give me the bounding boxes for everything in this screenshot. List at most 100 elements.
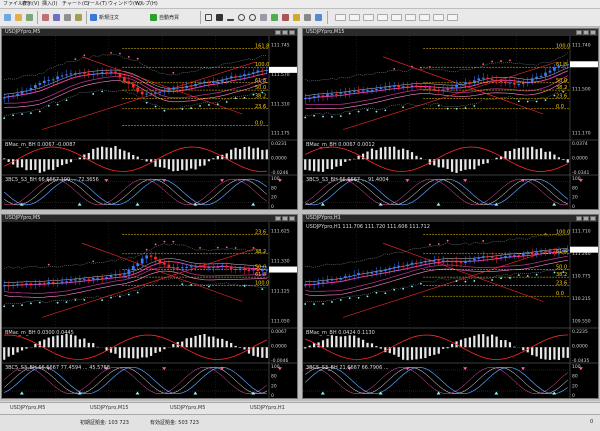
sar-dot <box>376 292 378 294</box>
candle <box>225 78 228 79</box>
toolbar-separator <box>200 11 201 24</box>
fibonacci-level-label: 23.6 <box>556 281 567 287</box>
histogram-bar <box>25 159 27 170</box>
templates-button[interactable] <box>315 13 322 22</box>
tile-icon <box>260 14 267 21</box>
auto-trade-button[interactable]: 自動売買 <box>150 13 179 22</box>
timeframe-button[interactable] <box>335 13 346 22</box>
close-icon[interactable] <box>289 30 295 35</box>
minimize-icon[interactable] <box>275 216 281 221</box>
fibonacci-level-label: 0.0 <box>556 104 564 110</box>
chart-shift-icon <box>282 14 289 21</box>
candle <box>535 77 538 78</box>
profiles-button[interactable] <box>26 13 33 22</box>
line-chart-button[interactable] <box>227 13 234 22</box>
periods-button[interactable] <box>304 13 311 22</box>
timeframe-icon <box>405 14 416 21</box>
candle <box>141 92 144 95</box>
candle <box>25 90 28 91</box>
profiles-icon <box>26 14 33 21</box>
chart-tab[interactable]: USDJPYpro,M5 <box>10 404 45 413</box>
candle <box>411 85 414 86</box>
new-order-button[interactable]: 新規注文 <box>90 13 119 22</box>
maximize-icon[interactable] <box>282 30 288 35</box>
histogram-bar <box>3 347 5 359</box>
tile-windows-button[interactable] <box>260 13 267 22</box>
histogram-bar <box>65 159 67 164</box>
candlestick-button[interactable] <box>216 13 223 22</box>
strategy-tester-button[interactable] <box>75 13 82 22</box>
indicators-button[interactable] <box>293 13 300 22</box>
close-icon[interactable] <box>289 216 295 221</box>
candle <box>234 269 237 270</box>
candle <box>145 94 148 95</box>
chart-tab[interactable]: USDJPYpro,H1 <box>250 404 285 413</box>
timeframe-button[interactable] <box>349 13 360 22</box>
menu-item[interactable]: ヘルプ(H) <box>135 0 158 8</box>
histogram-bar <box>208 337 210 348</box>
auto-trade-icon <box>150 14 157 21</box>
timeframe-button[interactable] <box>433 13 444 22</box>
maximize-icon[interactable] <box>282 216 288 221</box>
bollinger-lower-line <box>4 279 267 305</box>
open-button[interactable] <box>15 13 22 22</box>
histogram-bar <box>221 339 223 347</box>
candle <box>451 261 454 262</box>
oscillator-label: BMac_m_BH 0.0067 0.0012 <box>306 142 375 148</box>
timeframe-button[interactable] <box>447 13 458 22</box>
timeframe-button[interactable] <box>419 13 430 22</box>
market-watch-button[interactable] <box>42 13 49 22</box>
chart-window-title: USDJPYpro,M15 <box>303 29 598 36</box>
histogram-bar <box>48 338 50 348</box>
menu-item[interactable]: ツール(T) <box>85 0 107 8</box>
candle <box>12 95 15 96</box>
maximize-icon[interactable] <box>583 216 589 221</box>
chart-tab[interactable]: USDJPYpro,M15 <box>90 404 129 413</box>
close-icon[interactable] <box>590 216 596 221</box>
histogram-bar <box>235 346 237 347</box>
terminal-button[interactable] <box>64 13 71 22</box>
navigator-button[interactable] <box>53 13 60 22</box>
close-icon[interactable] <box>590 30 596 35</box>
histogram-bar <box>500 340 502 347</box>
histogram-bar <box>8 159 10 162</box>
menu-item[interactable]: 挿入(I) <box>42 0 57 8</box>
bar-chart-button[interactable] <box>205 13 212 22</box>
candle <box>424 261 427 262</box>
timeframe-button[interactable] <box>363 13 374 22</box>
oscillator-label: BMac_m_BH 0.0067 -0.0087 <box>5 142 76 148</box>
histogram-bar <box>478 334 480 347</box>
candle <box>495 80 498 81</box>
maximize-icon[interactable] <box>583 30 589 35</box>
zoom-in-button[interactable] <box>238 13 245 22</box>
sar-dot <box>226 246 228 248</box>
minimize-icon[interactable] <box>576 216 582 221</box>
arrow-up-icon <box>552 392 556 395</box>
arrow-up-icon <box>193 203 197 206</box>
chart-shift-button[interactable] <box>282 13 289 22</box>
timeframe-button[interactable] <box>391 13 402 22</box>
candle <box>190 86 193 87</box>
histogram-bar <box>252 148 254 159</box>
auto-scroll-button[interactable] <box>271 13 278 22</box>
timeframe-button[interactable] <box>377 13 388 22</box>
candle <box>362 90 365 91</box>
chart-tab[interactable]: USDJPYpro,M5 <box>170 404 205 413</box>
minimize-icon[interactable] <box>576 30 582 35</box>
candle <box>353 275 356 276</box>
minimize-icon[interactable] <box>275 30 281 35</box>
current-price-marker <box>269 267 297 273</box>
menu-item[interactable]: 表示(V) <box>22 0 39 8</box>
histogram-bar <box>119 347 121 358</box>
candle <box>199 83 202 84</box>
sar-dot <box>438 243 440 245</box>
moving-average-line <box>4 81 267 108</box>
histogram-bar <box>451 159 453 172</box>
new-chart-button[interactable] <box>4 13 11 22</box>
timeframe-button[interactable] <box>405 13 416 22</box>
zoom-out-button[interactable] <box>249 13 256 22</box>
